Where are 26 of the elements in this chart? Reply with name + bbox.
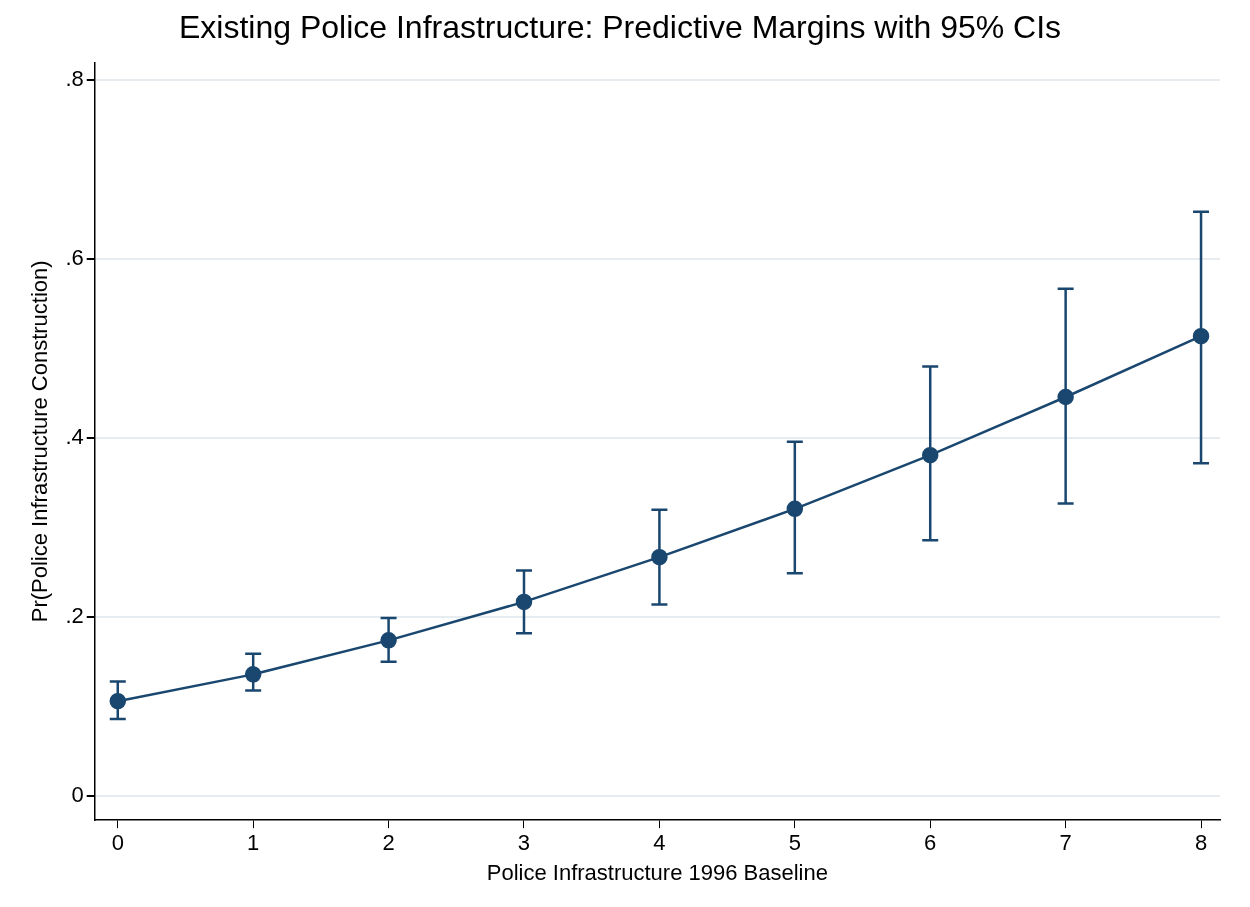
chart-title: Existing Police Infrastructure: Predictive Margins with 95% CIs: [178, 9, 1062, 46]
x-tick-label: 4: [653, 830, 666, 856]
point: [651, 548, 668, 566]
y-tick-label: .8: [65, 66, 84, 92]
x-tick-label: 2: [382, 830, 395, 856]
x-tick-label: 7: [1059, 830, 1072, 856]
y-tick-label: .4: [65, 424, 84, 450]
x-tick-label: 0: [111, 830, 124, 856]
x-tick-label: 1: [247, 830, 260, 856]
point: [109, 692, 127, 710]
x-tick-label: 5: [788, 830, 801, 856]
point: [1192, 327, 1210, 345]
y-tick-label: .2: [65, 603, 84, 629]
x-tick-label: 8: [1194, 830, 1208, 856]
point: [1057, 388, 1074, 406]
point: [380, 632, 397, 649]
point: [515, 593, 533, 611]
point: [921, 446, 939, 464]
x-tick-label: 6: [924, 830, 937, 856]
y-tick-label: 0: [71, 782, 84, 808]
x-tick-label: 3: [517, 830, 531, 856]
y-axis-title: Pr(Police Infrastructure Construction): [27, 260, 53, 623]
x-axis-title: Police Infrastructure 1996 Baseline: [486, 859, 828, 885]
point: [786, 500, 804, 518]
y-tick-label: .6: [65, 245, 84, 271]
point: [244, 666, 262, 683]
